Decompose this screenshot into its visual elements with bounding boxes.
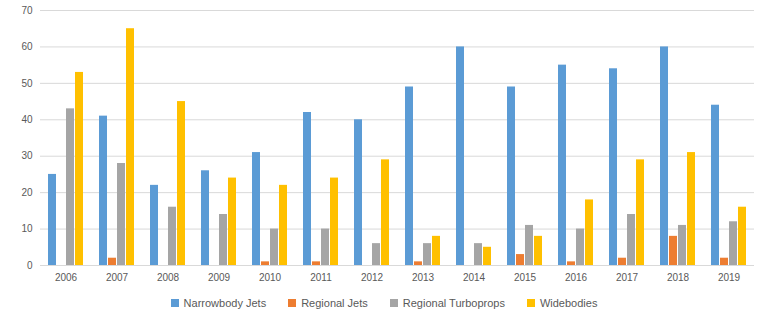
svg-text:2016: 2016 (565, 272, 588, 283)
svg-text:0: 0 (27, 260, 33, 271)
svg-text:2015: 2015 (514, 272, 537, 283)
svg-text:2019: 2019 (718, 272, 741, 283)
svg-text:2014: 2014 (463, 272, 486, 283)
svg-text:30: 30 (21, 150, 33, 161)
svg-text:50: 50 (21, 78, 33, 89)
svg-text:2010: 2010 (259, 272, 282, 283)
svg-text:40: 40 (21, 114, 33, 125)
svg-text:2013: 2013 (412, 272, 435, 283)
svg-text:2012: 2012 (361, 272, 384, 283)
html-text:Narrowbody Jets: Narrowbody Jets (183, 297, 267, 309)
svg-text:70: 70 (21, 5, 33, 16)
svg-text:2006: 2006 (55, 272, 78, 283)
svg-text:10: 10 (21, 223, 33, 234)
svg-text:2018: 2018 (667, 272, 690, 283)
svg-text:2007: 2007 (106, 272, 129, 283)
svg-text:60: 60 (21, 41, 33, 52)
svg-text:2008: 2008 (157, 272, 180, 283)
svg-text:2011: 2011 (310, 272, 332, 283)
svg-text:2017: 2017 (616, 272, 639, 283)
html-text:Regional Jets: Regional Jets (301, 297, 368, 309)
html-text:Widebodies: Widebodies (539, 297, 598, 309)
svg-text:2009: 2009 (208, 272, 231, 283)
svg-text:20: 20 (21, 187, 33, 198)
html-text:Regional Turboprops: Regional Turboprops (402, 297, 505, 309)
